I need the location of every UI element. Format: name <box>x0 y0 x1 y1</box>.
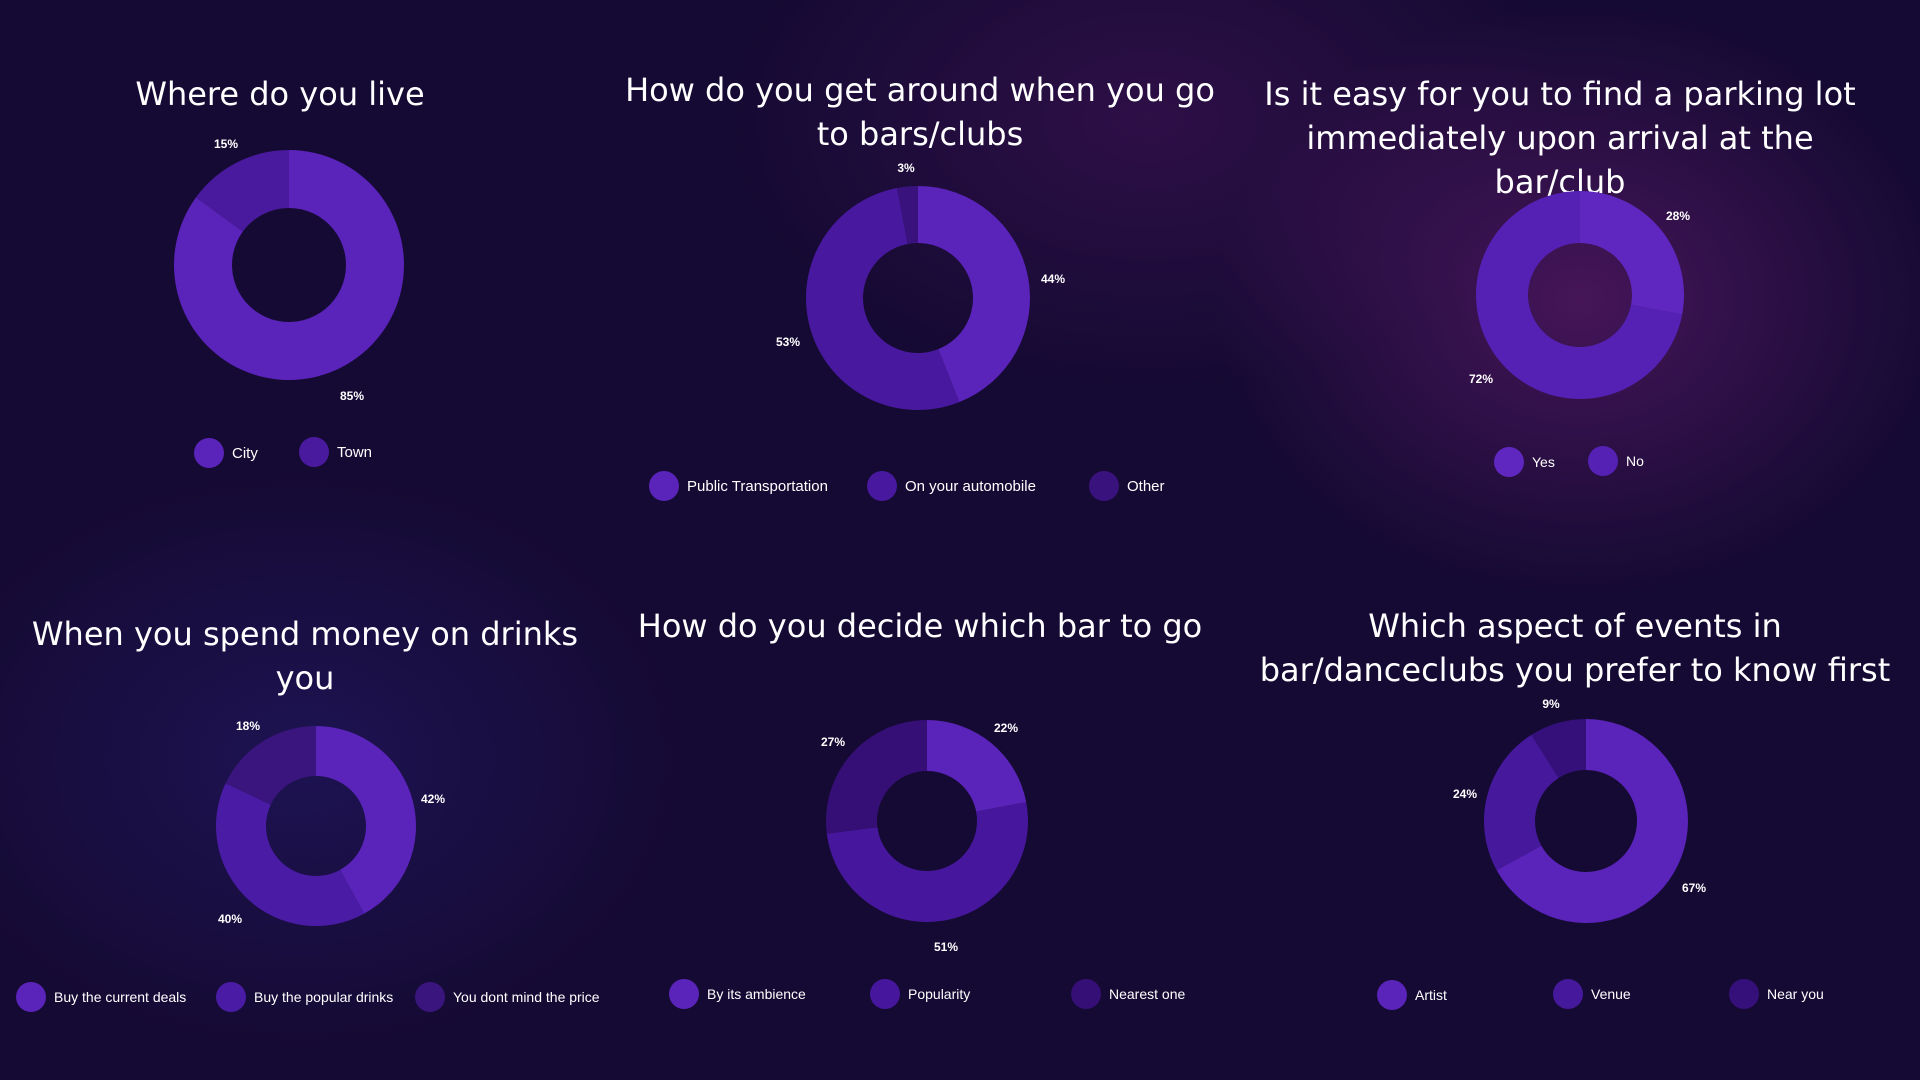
legend-item-town: Town <box>299 437 372 467</box>
legend-item-nearest: Nearest one <box>1071 979 1185 1009</box>
legend-item-other: Other <box>1089 471 1165 501</box>
donut-slice-on-your-automobile <box>806 187 960 410</box>
legend-swatch <box>299 437 329 467</box>
donut-slice-popularity <box>826 802 1028 922</box>
chart-title: Is it easy for you to find a parking lot… <box>1264 75 1856 201</box>
legend-item-dont-mind-price: You dont mind the price <box>415 982 600 1012</box>
legend-item-artist: Artist <box>1377 980 1447 1010</box>
legend-swatch <box>1089 471 1119 501</box>
slice-value-label: 24% <box>1453 787 1477 801</box>
legend-item-no: No <box>1588 446 1644 476</box>
legend-item-venue: Venue <box>1553 979 1631 1009</box>
chart-title: Which aspect of events in bar/danceclubs… <box>1259 607 1891 689</box>
legend-swatch <box>867 471 897 501</box>
slice-value-label: 3% <box>897 161 915 175</box>
legend-swatch <box>669 979 699 1009</box>
legend-swatch <box>1588 446 1618 476</box>
legend-item-public-transportation: Public Transportation <box>649 471 828 501</box>
slice-value-label: 44% <box>1041 272 1065 286</box>
slice-value-label: 42% <box>421 792 445 806</box>
legend-label: Other <box>1127 477 1165 495</box>
donut-slice-other <box>897 186 918 244</box>
legend-label: By its ambience <box>707 986 806 1002</box>
slice-value-label: 67% <box>1682 881 1706 895</box>
chart-title: When you spend money on drinks you <box>31 615 579 697</box>
legend-item-ambience: By its ambience <box>669 979 806 1009</box>
legend-swatch <box>1071 979 1101 1009</box>
legend-swatch <box>649 471 679 501</box>
legend-item-popular-drinks: Buy the popular drinks <box>216 982 393 1012</box>
legend-item-yes: Yes <box>1494 447 1555 477</box>
legend-label: Yes <box>1532 454 1555 470</box>
slice-value-label: 18% <box>236 719 260 733</box>
legend-swatch <box>415 982 445 1012</box>
slice-value-label: 9% <box>1542 697 1560 711</box>
legend-swatch <box>1729 979 1759 1009</box>
donut-slice-buy-the-popular-drinks <box>215 783 365 926</box>
donut-slice-buy-the-current-deals <box>316 726 417 914</box>
legend-item-current-deals: Buy the current deals <box>16 982 186 1012</box>
donut-slice-public-transportation <box>918 186 1030 403</box>
legend-label: Artist <box>1415 987 1447 1003</box>
legend-label: Near you <box>1767 986 1824 1002</box>
legend-label: On your automobile <box>905 477 1036 495</box>
legend-label: Buy the popular drinks <box>254 989 394 1005</box>
legend-label: Venue <box>1591 986 1631 1002</box>
legend-swatch <box>1553 979 1583 1009</box>
donut-slice-yes <box>1580 191 1684 315</box>
donut-slice-venue <box>1484 734 1559 871</box>
donut-slice-artist <box>1496 719 1688 924</box>
donut-slice-no <box>1476 191 1683 399</box>
donut-slice-near-you <box>1531 719 1586 778</box>
chart-title: How do you get around when you go to bar… <box>625 71 1215 153</box>
slice-value-label: 85% <box>340 389 364 403</box>
donut-slice-you-dont-mind-the-price <box>225 726 316 805</box>
slice-value-label: 15% <box>214 137 238 151</box>
slice-value-label: 72% <box>1469 372 1493 386</box>
chart-title: How do you decide which bar to go <box>637 607 1203 645</box>
legend-label: Buy the current deals <box>54 989 187 1005</box>
legend-swatch <box>870 979 900 1009</box>
legend-item-near-you: Near you <box>1729 979 1824 1009</box>
legend-label: You dont mind the price <box>453 989 600 1005</box>
legend-label: Popularity <box>908 986 971 1002</box>
slice-value-label: 40% <box>218 912 242 926</box>
donut-slice-nearest-one <box>826 720 927 834</box>
slice-value-label: 22% <box>994 721 1018 735</box>
donut-slice-by-its-ambience <box>927 720 1027 812</box>
legend-swatch <box>1377 980 1407 1010</box>
legend-swatch <box>194 438 224 468</box>
legend-item-automobile: On your automobile <box>867 471 1036 501</box>
legend-label: No <box>1626 453 1644 469</box>
legend-swatch <box>216 982 246 1012</box>
slice-value-label: 28% <box>1666 209 1690 223</box>
legend-label: Nearest one <box>1109 986 1186 1002</box>
legend-label: Public Transportation <box>687 477 828 495</box>
chart-title: Where do you live <box>135 75 425 113</box>
legend-swatch <box>1494 447 1524 477</box>
donut-slice-city <box>173 150 404 380</box>
slice-value-label: 53% <box>776 335 800 349</box>
legend-label: City <box>232 444 258 462</box>
slice-value-label: 27% <box>821 735 845 749</box>
legend-swatch <box>16 982 46 1012</box>
legend-item-popularity: Popularity <box>870 979 970 1009</box>
slice-value-label: 51% <box>934 940 958 954</box>
legend-label: Town <box>337 443 373 461</box>
donut-slice-town <box>195 150 289 232</box>
legend-item-city: City <box>194 438 258 468</box>
